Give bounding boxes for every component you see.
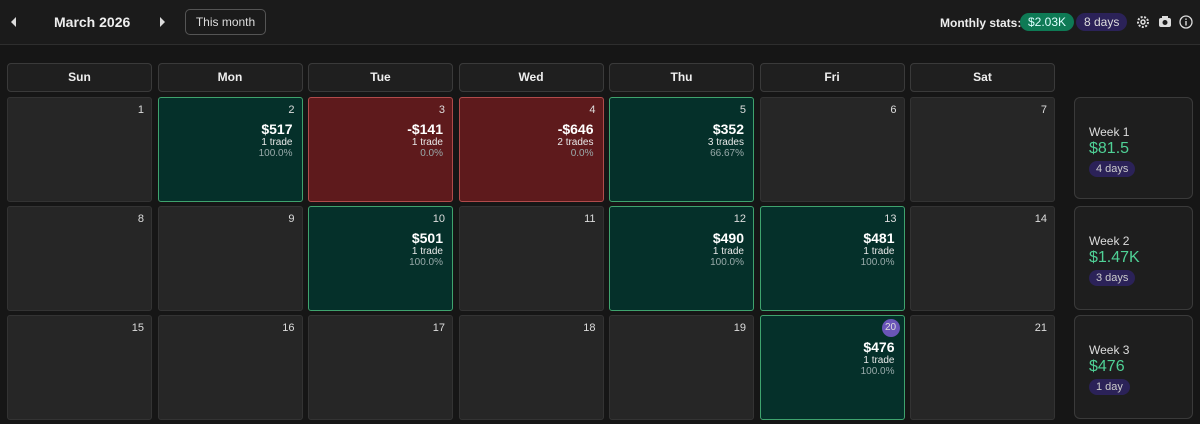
week-days: 3 days <box>1089 270 1136 286</box>
day-cell[interactable]: 12 $490 1 trade 100.0% <box>609 206 754 311</box>
day-number: 21 <box>1034 322 1047 334</box>
day-trades: 1 trade <box>411 246 443 257</box>
day-cell[interactable]: 4 -$646 2 trades 0.0% <box>458 97 604 202</box>
top-bar: March 2026 This month Monthly stats: $2.… <box>0 0 1200 45</box>
day-number: 4 <box>589 104 596 116</box>
day-number: 5 <box>739 104 746 116</box>
day-cell[interactable]: 11 <box>458 206 604 311</box>
day-number: 12 <box>733 213 746 225</box>
day-number: 15 <box>131 322 144 334</box>
week-label: Week 3 <box>1089 343 1130 357</box>
day-number: 6 <box>890 104 897 116</box>
day-cell[interactable]: 6 <box>759 97 905 202</box>
day-number: 17 <box>432 322 445 334</box>
day-pnl: -$646 <box>557 121 594 137</box>
settings-icon[interactable] <box>1136 15 1150 29</box>
day-number: 16 <box>282 322 295 334</box>
day-number: 13 <box>884 213 897 225</box>
day-win-rate: 100.0% <box>710 257 744 268</box>
day-number: 18 <box>583 322 596 334</box>
day-cell[interactable]: 13 $481 1 trade 100.0% <box>759 206 905 311</box>
week-summary: Week 2 $1.47K 3 days <box>1074 206 1193 310</box>
day-number: 1 <box>137 104 144 116</box>
day-trades: 1 trade <box>411 137 443 148</box>
weekday-header: Tue <box>308 63 453 92</box>
month-title: March 2026 <box>54 14 131 30</box>
day-pnl: $476 <box>863 339 895 355</box>
day-number: 3 <box>438 104 445 116</box>
day-cell[interactable]: 7 <box>910 97 1055 202</box>
day-win-rate: 0.0% <box>420 148 443 159</box>
day-win-rate: 66.67% <box>710 148 744 159</box>
day-cell[interactable]: 9 <box>157 206 303 311</box>
day-pnl: $501 <box>411 230 443 246</box>
week-pnl: $1.47K <box>1089 249 1140 266</box>
day-pnl: $517 <box>261 121 293 137</box>
prev-month[interactable] <box>10 17 18 27</box>
day-number: 20 <box>881 319 900 337</box>
day-trades: 1 trade <box>712 246 744 257</box>
day-trades: 1 trade <box>863 355 895 366</box>
weekday-header: Mon <box>157 63 303 92</box>
camera-icon[interactable] <box>1158 15 1172 29</box>
day-win-rate: 100.0% <box>409 257 443 268</box>
day-pnl: $481 <box>863 230 895 246</box>
weekday-header: Sun <box>7 63 152 92</box>
day-win-rate: 100.0% <box>258 148 293 159</box>
stats-pnl: $2.03K <box>1020 13 1075 31</box>
day-win-rate: 0.0% <box>570 148 594 159</box>
day-pnl: $352 <box>712 121 744 137</box>
day-cell[interactable]: 8 <box>7 206 152 311</box>
day-trades: 2 trades <box>557 137 594 148</box>
weekday-header: Thu <box>609 63 754 92</box>
day-cell[interactable]: 20 $476 1 trade 100.0% <box>759 315 905 420</box>
day-trades: 1 trade <box>261 137 293 148</box>
day-trades: 1 trade <box>863 246 895 257</box>
day-number: 11 <box>584 213 596 225</box>
week-pnl: $476 <box>1089 358 1125 375</box>
day-cell[interactable]: 17 <box>308 315 453 420</box>
week-summary: Week 1 $81.5 4 days <box>1074 97 1193 199</box>
day-win-rate: 100.0% <box>860 366 895 377</box>
next-month[interactable] <box>158 17 166 27</box>
stats-days: 8 days <box>1076 13 1128 31</box>
day-cell[interactable]: 18 <box>458 315 604 420</box>
stats-label: Monthly stats: <box>940 16 1022 30</box>
week-days: 1 day <box>1089 379 1130 395</box>
day-pnl: $490 <box>712 230 744 246</box>
day-cell[interactable]: 19 <box>609 315 754 420</box>
weekday-header: Fri <box>759 63 905 92</box>
day-cell[interactable]: 5 $352 3 trades 66.67% <box>609 97 754 202</box>
day-cell[interactable]: 1 <box>7 97 152 202</box>
day-number: 10 <box>432 213 445 225</box>
day-cell[interactable]: 3 -$141 1 trade 0.0% <box>308 97 453 202</box>
week-summary: Week 3 $476 1 day <box>1074 315 1193 419</box>
day-number: 9 <box>288 213 295 225</box>
day-cell[interactable]: 2 $517 1 trade 100.0% <box>157 97 303 202</box>
day-win-rate: 100.0% <box>860 257 895 268</box>
day-number: 7 <box>1040 104 1047 116</box>
day-cell[interactable]: 10 $501 1 trade 100.0% <box>308 206 453 311</box>
day-trades: 3 trades <box>707 137 744 148</box>
day-number: 8 <box>137 213 144 225</box>
weekday-header: Wed <box>458 63 604 92</box>
day-cell[interactable]: 15 <box>7 315 152 420</box>
day-cell[interactable]: 14 <box>910 206 1055 311</box>
day-cell[interactable]: 16 <box>157 315 303 420</box>
day-number: 19 <box>733 322 746 334</box>
day-cell[interactable]: 21 <box>910 315 1055 420</box>
week-label: Week 2 <box>1089 234 1130 248</box>
info-icon[interactable] <box>1179 15 1193 29</box>
day-pnl: -$141 <box>407 121 443 137</box>
weekday-header: Sat <box>910 63 1055 92</box>
week-label: Week 1 <box>1089 125 1130 139</box>
this-month-button[interactable]: This month <box>185 9 266 35</box>
week-pnl: $81.5 <box>1089 140 1130 157</box>
day-number: 2 <box>288 104 295 116</box>
day-number: 14 <box>1034 213 1047 225</box>
week-days: 4 days <box>1089 161 1136 177</box>
